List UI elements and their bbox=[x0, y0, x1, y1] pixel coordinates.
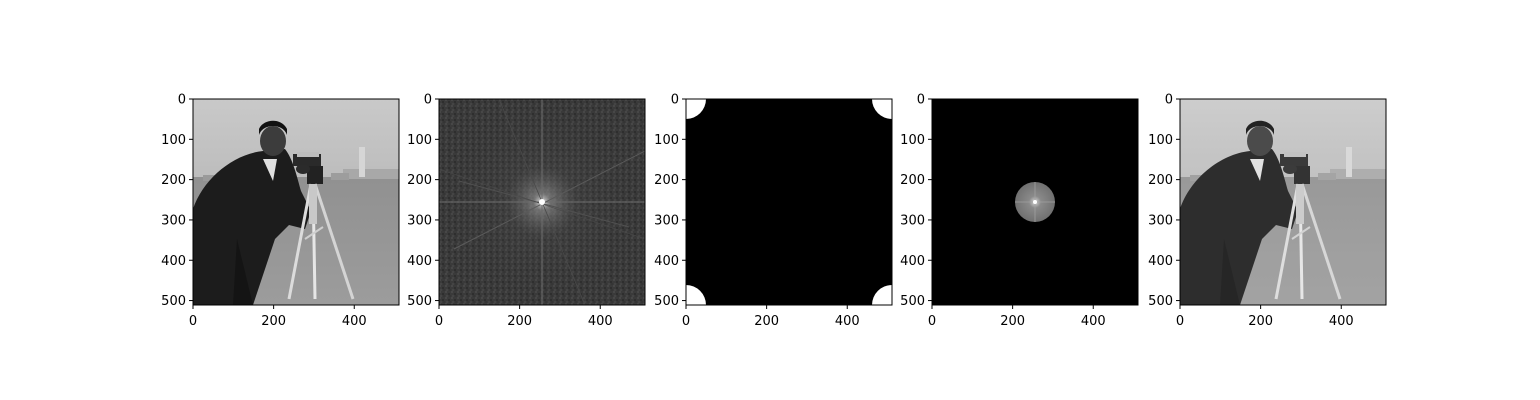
x-tick-label: 200 bbox=[1000, 314, 1025, 329]
x-tick-label: 0 bbox=[189, 314, 197, 329]
x-tick-label: 0 bbox=[928, 314, 936, 329]
panel-5-reconstructed bbox=[1180, 99, 1386, 305]
y-tick-label: 400 bbox=[407, 254, 432, 269]
y-tick-label: 200 bbox=[900, 173, 925, 188]
x-tick-label: 400 bbox=[1081, 314, 1106, 329]
y-tick-label: 300 bbox=[161, 213, 186, 228]
y-tick-label: 500 bbox=[407, 294, 432, 309]
panel-1-original bbox=[193, 99, 399, 305]
x-tick-label: 0 bbox=[435, 314, 443, 329]
panel-3-mask bbox=[686, 99, 892, 305]
y-tick-label: 300 bbox=[1148, 213, 1173, 228]
y-tick-label: 500 bbox=[654, 294, 679, 309]
y-tick-label: 200 bbox=[407, 173, 432, 188]
y-tick-label: 400 bbox=[654, 254, 679, 269]
y-tick-label: 300 bbox=[407, 213, 432, 228]
axes-frame bbox=[438, 98, 646, 306]
y-tick-label: 100 bbox=[900, 133, 925, 148]
y-tick-label: 100 bbox=[654, 133, 679, 148]
x-tick-label: 400 bbox=[342, 314, 367, 329]
x-tick-label: 0 bbox=[1176, 314, 1184, 329]
axes-frame bbox=[685, 98, 893, 306]
y-tick-label: 300 bbox=[654, 213, 679, 228]
y-tick-label: 200 bbox=[161, 173, 186, 188]
y-tick-label: 0 bbox=[178, 93, 186, 108]
y-tick-label: 200 bbox=[1148, 173, 1173, 188]
y-tick-label: 0 bbox=[424, 93, 432, 108]
y-tick-label: 400 bbox=[1148, 254, 1173, 269]
y-tick-label: 0 bbox=[917, 93, 925, 108]
y-tick-label: 500 bbox=[900, 294, 925, 309]
x-tick-label: 400 bbox=[835, 314, 860, 329]
y-tick-label: 500 bbox=[1148, 294, 1173, 309]
y-tick-label: 500 bbox=[161, 294, 186, 309]
x-tick-label: 200 bbox=[754, 314, 779, 329]
x-tick-label: 200 bbox=[507, 314, 532, 329]
y-tick-label: 100 bbox=[407, 133, 432, 148]
axes-frame bbox=[931, 98, 1139, 306]
x-tick-label: 200 bbox=[1248, 314, 1273, 329]
panel-4-filtered-spectrum bbox=[932, 99, 1138, 305]
panel-2-spectrum bbox=[439, 99, 645, 305]
axes-frame bbox=[1179, 98, 1387, 306]
y-tick-label: 200 bbox=[654, 173, 679, 188]
x-tick-label: 400 bbox=[588, 314, 613, 329]
y-tick-label: 100 bbox=[1148, 133, 1173, 148]
y-tick-label: 100 bbox=[161, 133, 186, 148]
x-tick-label: 200 bbox=[261, 314, 286, 329]
x-tick-label: 0 bbox=[682, 314, 690, 329]
y-tick-label: 400 bbox=[161, 254, 186, 269]
y-tick-label: 300 bbox=[900, 213, 925, 228]
y-tick-label: 0 bbox=[1165, 93, 1173, 108]
axes-frame bbox=[192, 98, 400, 306]
y-tick-label: 400 bbox=[900, 254, 925, 269]
x-tick-label: 400 bbox=[1329, 314, 1354, 329]
y-tick-label: 0 bbox=[671, 93, 679, 108]
